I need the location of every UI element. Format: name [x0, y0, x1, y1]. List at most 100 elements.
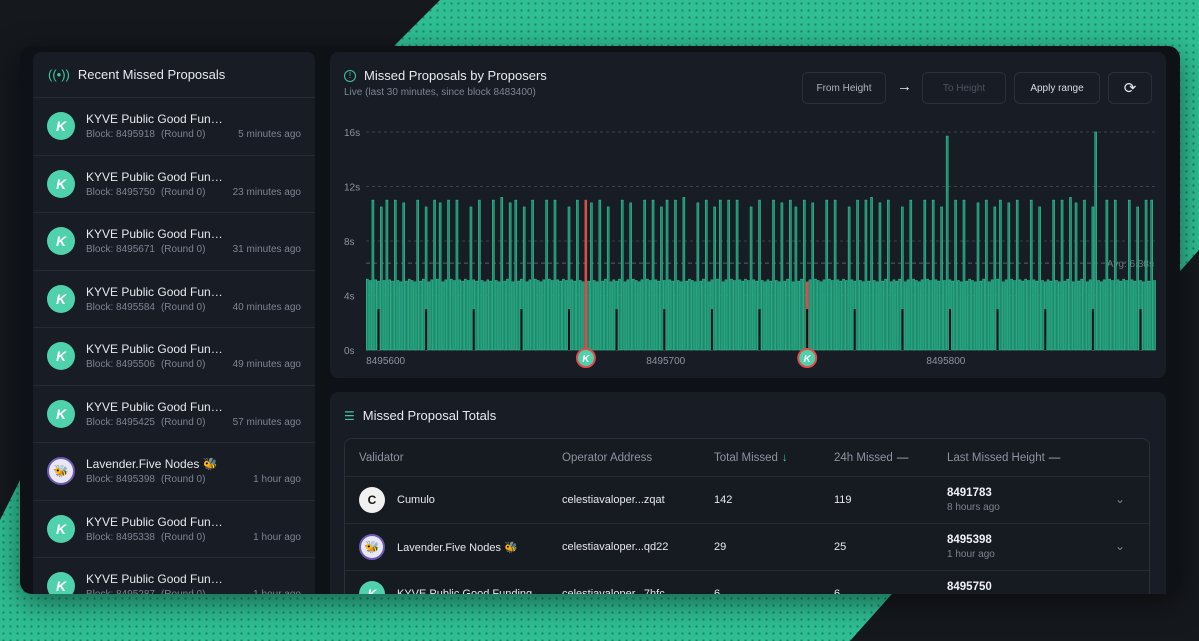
bar — [1083, 199, 1086, 351]
table-row[interactable]: K KYVE Public Good Funding celestiavalop… — [345, 571, 1149, 594]
bar — [831, 280, 834, 351]
list-item-sub: Block: 8495671 (Round 0) — [86, 244, 301, 255]
from-height-input[interactable]: From Height — [802, 72, 886, 104]
bar — [920, 279, 924, 351]
bar — [1069, 197, 1072, 351]
lav-avatar: 🐝 — [359, 534, 385, 560]
list-item-title: Lavender.Five Nodes 🐝 — [86, 457, 218, 472]
list-item[interactable]: K KYVE Public Good Fund... Block: 849558… — [33, 271, 315, 328]
bar — [929, 280, 932, 351]
header-total-missed[interactable]: Total Missed ↓ — [714, 452, 834, 464]
bar — [861, 281, 865, 351]
list-item[interactable]: K KYVE Public Good Fund... Block: 849550… — [33, 328, 315, 386]
bar — [646, 278, 649, 351]
chevron-down-icon[interactable]: ⌄ — [1114, 586, 1125, 594]
bar — [548, 278, 551, 351]
header-total-label: Total Missed — [714, 451, 778, 464]
cell-total: 6 — [714, 588, 721, 594]
chart-title: Missed Proposals by Proposers — [364, 68, 547, 83]
table-row[interactable]: 🐝 Lavender.Five Nodes 🐝 celestiavaloper.… — [345, 524, 1149, 571]
header-operator[interactable]: Operator Address — [562, 451, 653, 464]
y-tick-label: 16s — [344, 128, 360, 139]
header-validator[interactable]: Validator — [359, 451, 404, 464]
missed-bar — [584, 199, 588, 351]
bar — [903, 281, 907, 351]
bar — [976, 202, 980, 351]
bar — [517, 280, 520, 351]
bar — [732, 280, 736, 351]
list-item[interactable]: K KYVE Public Good Fundi... Block: 84959… — [33, 98, 315, 156]
header-24h-missed[interactable]: 24h Missed — — [834, 452, 947, 464]
bar — [506, 278, 509, 351]
to-height-input[interactable]: To Height — [922, 72, 1006, 104]
bar — [699, 280, 702, 351]
bar — [486, 279, 490, 351]
gap-bar — [1139, 309, 1142, 350]
totals-table: Validator Operator Address Total Missed ↓… — [344, 438, 1150, 594]
list-item-title: KYVE Public Good Fund... — [86, 399, 226, 414]
list-item[interactable]: K KYVE Public Good Fund... Block: 849542… — [33, 386, 315, 443]
list-item[interactable]: K KYVE Public Good Funding Block: 849533… — [33, 501, 315, 558]
cell-24h: 119 — [834, 494, 852, 506]
bar — [845, 280, 848, 351]
cell-total: 29 — [714, 541, 727, 553]
table-row[interactable]: C Cumulo celestiavaloper...zqat 142 119 … — [345, 477, 1149, 524]
bar — [690, 280, 694, 351]
bar — [1113, 199, 1117, 351]
sort-down-icon: ↓ — [781, 451, 788, 464]
bar — [1029, 199, 1033, 351]
bar — [368, 280, 372, 351]
bar — [808, 279, 812, 351]
bar — [478, 199, 481, 351]
bar — [643, 199, 646, 351]
bar — [940, 206, 943, 351]
bar — [1013, 280, 1016, 351]
bar — [531, 199, 534, 351]
unsorted-icon: — — [896, 451, 909, 464]
bar — [556, 279, 560, 351]
bar — [475, 280, 478, 351]
bar — [578, 280, 582, 351]
list-item[interactable]: K KYVE Public Good Fund... Block: 849575… — [33, 156, 315, 213]
gap-bar — [758, 309, 761, 350]
kyve-avatar: K — [47, 342, 75, 371]
bar — [654, 279, 658, 351]
cell-last: 8495750 23 minutes ago — [947, 581, 1117, 594]
bar — [1010, 278, 1013, 351]
apply-range-button[interactable]: Apply range — [1014, 72, 1100, 104]
bar — [1038, 206, 1041, 351]
bar — [724, 279, 728, 351]
bar — [718, 199, 722, 351]
list-item[interactable]: 🐝 Lavender.Five Nodes 🐝 Block: 8495398 (R… — [33, 443, 315, 501]
bar — [365, 278, 369, 351]
bar — [716, 278, 719, 351]
bar — [592, 280, 596, 351]
list-item-time: 1 hour ago — [253, 531, 301, 543]
chevron-down-icon[interactable]: ⌄ — [1114, 539, 1125, 553]
validator-name: Cumulo — [397, 494, 435, 506]
list-item-body: KYVE Public Good Funding Block: 8495287 (… — [86, 572, 301, 594]
bar — [525, 281, 529, 351]
gap-bar — [710, 309, 713, 350]
gap-bar — [377, 309, 380, 350]
kyve-avatar: K — [47, 572, 75, 594]
cell-24h: 25 — [834, 541, 847, 553]
list-item[interactable]: K KYVE Public Good Fundi... Block: 84956… — [33, 213, 315, 271]
list-icon: ☰ — [344, 408, 355, 423]
list-item-round: (Round 0) — [160, 359, 206, 371]
refresh-button[interactable]: ⟳ — [1108, 72, 1152, 104]
bar — [878, 202, 882, 351]
bar — [634, 280, 638, 351]
list-item[interactable]: K KYVE Public Good Funding Block: 849528… — [33, 558, 315, 594]
header-last-missed[interactable]: Last Missed Height — — [947, 452, 1117, 464]
bar — [822, 279, 826, 351]
table-body: C Cumulo celestiavaloper...zqat 142 119 … — [345, 477, 1149, 594]
bar — [889, 281, 893, 351]
bar — [447, 199, 450, 351]
bar — [402, 202, 406, 351]
bar — [620, 199, 624, 351]
bar — [1041, 280, 1044, 351]
bar — [943, 280, 946, 351]
list-item-time: 49 minutes ago — [232, 359, 301, 370]
chevron-down-icon[interactable]: ⌄ — [1114, 492, 1125, 506]
